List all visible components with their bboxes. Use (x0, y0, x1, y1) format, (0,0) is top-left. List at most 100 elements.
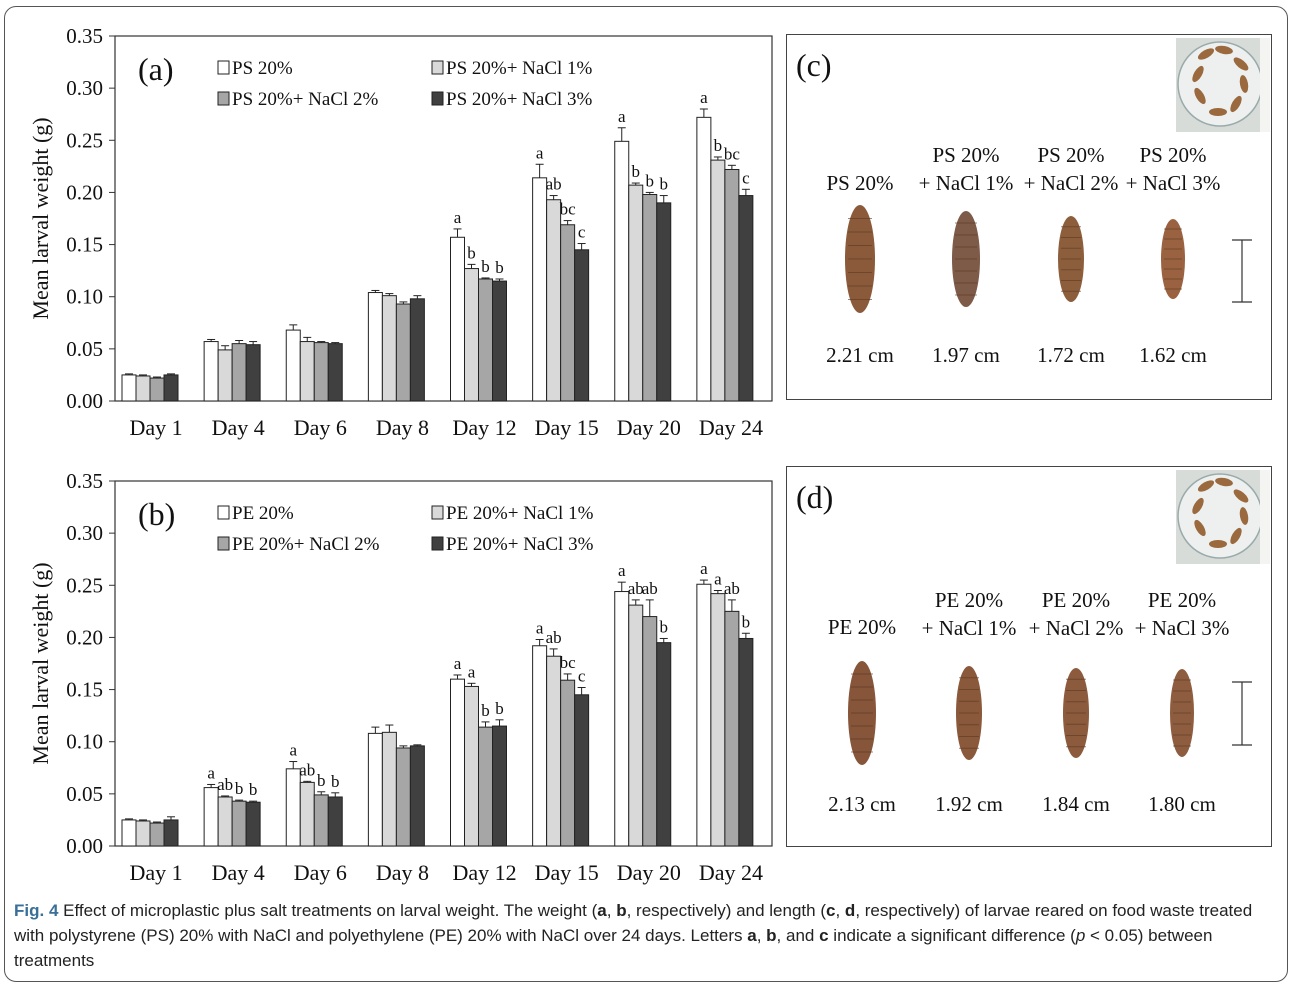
chart-b-bar-0-1 (203, 787, 219, 847)
photo-d-dish-larva-3 (1239, 507, 1249, 525)
photo-c-dish-larva-3 (1239, 75, 1249, 93)
photo-c-dish-photo (1176, 38, 1270, 132)
photo-c-length-1: 1.97 cm (932, 343, 1000, 367)
chart-a-sig-label-3-6: b (660, 175, 669, 194)
chart-b-sig-label-2-1: b (235, 779, 244, 798)
chart-b-sig-label-3-5: c (578, 666, 586, 685)
chart-b-xtick-label-3: Day 8 (376, 860, 429, 885)
chart-b-legend-swatch-3 (431, 536, 444, 551)
chart-b-bar-1-3 (381, 731, 397, 847)
chart-a-bar-1-1 (217, 349, 233, 402)
chart-b-bar-1-1 (217, 796, 233, 847)
chart-a-legend-swatch-1 (431, 60, 444, 75)
chart-b-ytick-label-3: 0.15 (66, 678, 103, 702)
photo-c-length-2: 1.72 cm (1037, 343, 1105, 367)
chart-a-xtick-label-0: Day 1 (129, 415, 182, 440)
chart-a-sig-label-1-7: b (714, 136, 723, 155)
chart-a-bar-0-0 (121, 374, 137, 402)
photo-d-length-3: 1.80 cm (1148, 792, 1216, 816)
photo-c-treatment-1-line-1: + NaCl 1% (919, 171, 1014, 195)
photo-c-length-3: 1.62 cm (1139, 343, 1207, 367)
chart-a-sig-label-0-4: a (454, 208, 462, 227)
photo-d-length-0: 2.13 cm (828, 792, 896, 816)
chart-a-bar-1-7 (710, 159, 726, 402)
chart-b-ytick-label-0: 0.00 (66, 834, 103, 858)
chart-a-bar-2-6 (642, 194, 658, 402)
photo-c-dish-larva-1 (1215, 45, 1233, 55)
chart-b-xtick-label-4: Day 12 (452, 860, 516, 885)
chart-b-sig-label-1-2: ab (299, 760, 315, 779)
chart-b-bar-2-4 (478, 726, 493, 847)
chart-b-bar-1-0 (135, 820, 151, 847)
chart-a-legend-swatch-2 (217, 91, 230, 106)
photo-c-length-0: 2.21 cm (826, 343, 894, 367)
chart-a-plot-frame (114, 35, 773, 402)
photo-c-treatment-3-line-0: PS 20% (1139, 143, 1206, 167)
caption-text-2: , respectively) and length ( (626, 901, 826, 920)
chart-b-panel-label: (b) (138, 496, 175, 532)
chart-b-sig-label-1-7: a (714, 570, 722, 589)
chart-a-bar-2-7 (724, 168, 740, 402)
chart-a-bar-2-3 (395, 303, 411, 402)
chart-b-sig-label-1-5: ab (546, 628, 562, 647)
photo-d-treatment-2-line-1: + NaCl 2% (1029, 616, 1124, 640)
chart-a-bar-1-0 (135, 375, 151, 402)
chart-b-xtick-label-6: Day 20 (617, 860, 681, 885)
chart-b-ytick-label-6: 0.30 (66, 521, 103, 545)
chart-b-xtick-label-0: Day 1 (129, 860, 182, 885)
chart-a-ytick-label-1: 0.05 (66, 337, 103, 361)
chart-a-bar-1-3 (381, 295, 397, 402)
photo-d-treatment-1-line-0: PE 20% (935, 588, 1003, 612)
caption-text-5: indicate a significant difference ( (828, 926, 1076, 945)
caption-ref-d: d (844, 901, 856, 920)
caption-letter-b: b (766, 926, 777, 945)
caption-text-6: < 0.05) between treatments (14, 926, 1213, 970)
photo-d-treatment-2-line-0: PE 20% (1042, 588, 1110, 612)
figure-caption: Fig. 4 Effect of microplastic plus salt … (14, 898, 1278, 973)
chart-b-bar-3-5 (574, 694, 590, 847)
chart-a-legend-label-0: PS 20% (232, 58, 293, 79)
chart-b-bar-1-4 (464, 685, 479, 847)
chart-a-xtick-label-7: Day 24 (699, 415, 763, 440)
chart-b-legend-swatch-0 (217, 505, 230, 520)
caption-label: Fig. 4 (14, 901, 59, 920)
chart-b-bar-2-5 (560, 679, 576, 847)
chart-b-bar-3-3 (409, 745, 425, 847)
chart-a-ytick-label-3: 0.15 (66, 233, 103, 257)
chart-b-bar-3-1 (245, 801, 261, 847)
photo-c-treatment-0-line-0: PS 20% (826, 171, 893, 195)
chart-a-sig-label-0-6: a (618, 107, 626, 126)
chart-a-bar-2-4 (478, 278, 493, 402)
chart-b-sig-label-0-1: a (207, 763, 215, 782)
chart-b-bar-1-7 (710, 593, 726, 847)
chart-a-bar-2-1 (231, 343, 247, 402)
chart-a-sig-label-2-6: b (646, 171, 655, 190)
chart-a-legend-label-3: PS 20%+ NaCl 3% (446, 89, 593, 110)
photo-c-treatment-2-line-0: PS 20% (1037, 143, 1104, 167)
chart-b-sig-label-3-1: b (249, 780, 258, 799)
caption-sep-3: , (756, 926, 767, 945)
chart-a-bar-2-0 (149, 377, 165, 402)
photo-d-treatment-1-line-1: + NaCl 1% (922, 616, 1017, 640)
chart-a-ytick-label-0: 0.00 (66, 389, 103, 413)
caption-letter-a: a (747, 926, 757, 945)
chart-b-sig-label-2-5: bc (560, 653, 577, 672)
photo-c-treatment-1-line-0: PS 20% (932, 143, 999, 167)
chart-b-bar-1-5 (546, 655, 562, 847)
photo-d-label: (d) (796, 479, 833, 515)
chart-b-ytick-label-1: 0.05 (66, 782, 103, 806)
chart-a-bar-3-4 (492, 280, 507, 402)
chart-b-bar-0-5 (532, 645, 548, 847)
chart-a-sig-label-0-5: a (536, 143, 544, 162)
chart-a-bar-1-4 (464, 268, 479, 402)
photo-d-dish-larva-0 (1197, 480, 1215, 492)
chart-a-legend-label-1: PS 20%+ NaCl 1% (446, 58, 593, 79)
photo-c-dish-larva-7 (1192, 65, 1204, 83)
chart-a-bar-3-3 (409, 298, 425, 402)
photo-c-dish-larva-4 (1230, 95, 1242, 113)
chart-a-bar-0-2 (285, 329, 301, 402)
chart-b-bar-0-4 (450, 678, 465, 847)
chart-a-bar-1-2 (299, 341, 315, 402)
chart-b-legend-label-1: PE 20%+ NaCl 1% (446, 503, 594, 524)
chart-b-sig-label-0-6: a (618, 561, 626, 580)
